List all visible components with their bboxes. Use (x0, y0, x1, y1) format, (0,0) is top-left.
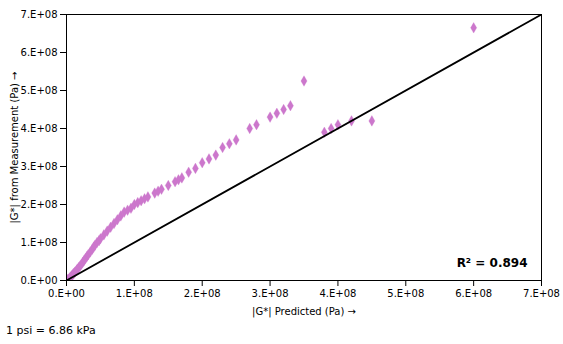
svg-text:3.E+08: 3.E+08 (252, 288, 289, 299)
svg-text:|G*| Predicted (Pa) →: |G*| Predicted (Pa) → (252, 306, 356, 318)
svg-text:6.E+08: 6.E+08 (21, 47, 58, 58)
svg-text:2.E+08: 2.E+08 (21, 199, 58, 210)
svg-text:0.E+00: 0.E+00 (21, 275, 58, 286)
svg-text:2.E+08: 2.E+08 (184, 288, 221, 299)
svg-text:1.E+08: 1.E+08 (116, 288, 153, 299)
svg-text:4.E+08: 4.E+08 (21, 123, 58, 134)
html-text:1 psi = 6.86 kPa: 1 psi = 6.86 kPa (6, 324, 96, 337)
svg-text:6.E+08: 6.E+08 (455, 288, 492, 299)
svg-text:3.E+08: 3.E+08 (21, 161, 58, 172)
svg-text:5.E+08: 5.E+08 (21, 85, 58, 96)
svg-text:|G*| from Measurement (Pa) →: |G*| from Measurement (Pa) → (9, 71, 21, 223)
svg-text:7.E+08: 7.E+08 (523, 288, 560, 299)
svg-text:R² = 0.894: R² = 0.894 (457, 256, 528, 270)
svg-text:1.E+08: 1.E+08 (21, 237, 58, 248)
svg-text:0.E+00: 0.E+00 (48, 288, 85, 299)
svg-text:5.E+08: 5.E+08 (387, 288, 424, 299)
svg-text:4.E+08: 4.E+08 (319, 288, 356, 299)
svg-text:7.E+08: 7.E+08 (21, 9, 58, 20)
